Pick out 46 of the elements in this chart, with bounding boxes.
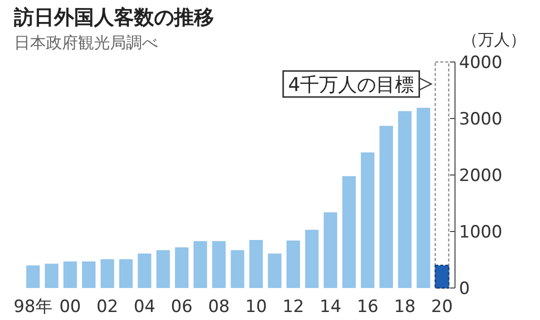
bar bbox=[379, 126, 393, 288]
x-tick-label: 08 bbox=[208, 297, 230, 317]
bar bbox=[398, 111, 412, 288]
bar bbox=[100, 259, 114, 288]
x-tick-label: 98年 bbox=[14, 297, 52, 317]
annotation: 4千万人の目標 bbox=[288, 74, 414, 96]
bar bbox=[268, 254, 282, 288]
x-tick-label: 16 bbox=[356, 297, 378, 317]
x-tick-label: 18 bbox=[394, 297, 416, 317]
bar bbox=[156, 250, 170, 288]
y-tick-label: 0 bbox=[459, 279, 470, 299]
x-tick-label: 20 bbox=[431, 297, 453, 317]
chart-title: 訪日外国人客数の推移 bbox=[13, 5, 214, 29]
bar bbox=[286, 240, 300, 288]
chart-subtitle: 日本政府観光局調べ bbox=[14, 33, 158, 52]
y-tick-label: 1000 bbox=[459, 222, 502, 242]
y-axis-title: （万人） bbox=[462, 30, 526, 49]
x-tick-label: 12 bbox=[282, 297, 304, 317]
bar bbox=[230, 250, 244, 288]
y-tick-label: 2000 bbox=[459, 166, 502, 186]
y-tick-label: 3000 bbox=[459, 110, 502, 130]
bar bbox=[324, 212, 338, 288]
callout: 4千万人の目標 bbox=[282, 70, 433, 98]
x-tick-label: 14 bbox=[320, 297, 342, 317]
bar bbox=[138, 254, 152, 288]
x-tick-label: 06 bbox=[170, 297, 193, 317]
bar bbox=[82, 261, 96, 288]
bar bbox=[119, 259, 133, 288]
bar bbox=[26, 265, 40, 288]
x-tick-label: 02 bbox=[96, 297, 118, 317]
bar bbox=[174, 247, 188, 288]
x-tick-label: 04 bbox=[134, 297, 156, 317]
bar bbox=[360, 152, 374, 288]
bar bbox=[44, 264, 58, 288]
x-tick-label: 00 bbox=[59, 297, 81, 317]
bar bbox=[194, 241, 208, 288]
x-tick-label: 10 bbox=[245, 297, 267, 317]
y-tick-label: 4000 bbox=[459, 53, 502, 73]
bar bbox=[249, 240, 263, 288]
bar bbox=[434, 61, 450, 289]
bar bbox=[212, 241, 226, 288]
bar bbox=[342, 176, 356, 288]
bar bbox=[305, 230, 319, 288]
bar bbox=[434, 264, 450, 289]
bar bbox=[416, 108, 430, 288]
bar bbox=[63, 261, 77, 288]
